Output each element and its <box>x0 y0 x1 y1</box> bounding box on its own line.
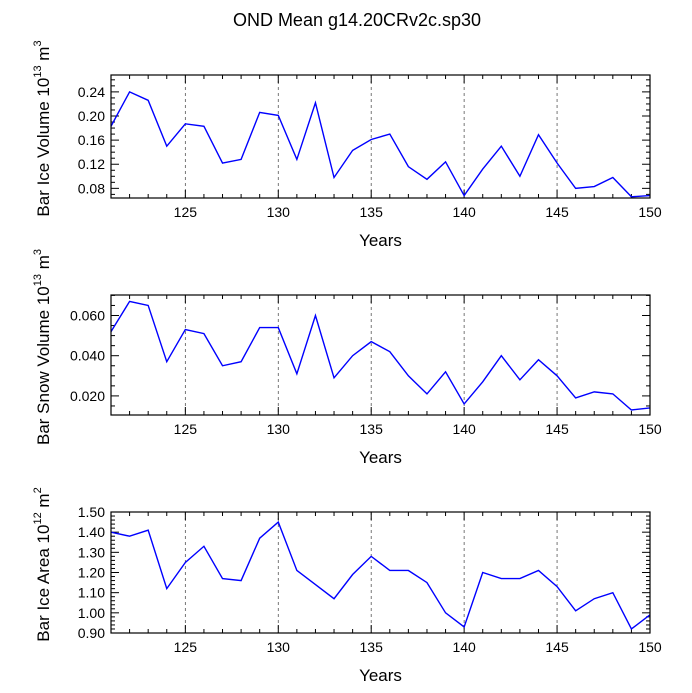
x-tick-label: 145 <box>545 204 569 220</box>
x-tick-label: 135 <box>360 639 384 655</box>
y-tick-label: 0.020 <box>70 388 105 404</box>
y-tick-label: 0.040 <box>70 348 105 364</box>
x-tick-label: 150 <box>638 421 662 437</box>
x-tick-label: 135 <box>360 421 384 437</box>
y-tick-label: 0.90 <box>78 625 105 641</box>
chart-panel-3: 125 130 135 140 145 150 0.90 1.00 1.10 1.20 1.30 1.… <box>32 487 662 685</box>
x-tick-label: 145 <box>545 421 569 437</box>
y-axis-label: Bar Ice Volume 1013 m3 <box>32 40 53 216</box>
y-axis-label: Bar Snow Volume 1013 m3 <box>32 249 53 445</box>
chart-panel-1: 125 130 135 140 145 150 0.08 0.12 0.16 0.20 0.24 Ye… <box>32 40 662 250</box>
x-tick-label: 130 <box>267 421 291 437</box>
x-tick-label: 125 <box>174 639 198 655</box>
y-tick-label: 0.060 <box>70 308 105 324</box>
x-axis-label: Years <box>359 666 402 685</box>
y-tick-label: 1.40 <box>78 524 105 540</box>
data-series-line <box>110 90 651 198</box>
y-tick-label: 0.20 <box>78 108 105 124</box>
y-tick-label: 0.16 <box>78 132 105 148</box>
plot-frame <box>110 294 651 416</box>
x-tick-label: 130 <box>267 204 291 220</box>
y-axis-label: Bar Ice Area 1012 m2 <box>32 487 53 641</box>
x-tick-label: 130 <box>267 639 291 655</box>
plot-frame <box>110 511 651 634</box>
x-axis-label: Years <box>359 448 402 467</box>
y-tick-label: 1.30 <box>78 544 105 560</box>
y-tick-label: 1.00 <box>78 605 105 621</box>
x-tick-label: 140 <box>452 204 476 220</box>
data-series-line <box>110 520 651 631</box>
x-tick-label: 145 <box>545 639 569 655</box>
chart-panels: 125 130 135 140 145 150 0.08 0.12 0.16 0.20 0.24 Ye… <box>32 40 662 685</box>
plot-frame <box>110 74 651 199</box>
x-tick-label: 135 <box>360 204 384 220</box>
x-tick-label: 140 <box>452 639 476 655</box>
y-tick-label: 1.20 <box>78 565 105 581</box>
y-tick-label: 0.24 <box>78 84 105 100</box>
x-axis-label: Years <box>359 231 402 250</box>
x-tick-label: 125 <box>174 421 198 437</box>
figure-title: OND Mean g14.20CRv2c.sp30 <box>233 10 481 30</box>
x-tick-label: 150 <box>638 639 662 655</box>
x-tick-label: 150 <box>638 204 662 220</box>
y-tick-label: 0.12 <box>78 156 105 172</box>
y-tick-label: 1.10 <box>78 585 105 601</box>
y-tick-label: 0.08 <box>78 180 105 196</box>
data-series-line <box>110 300 651 411</box>
x-tick-label: 140 <box>452 421 476 437</box>
y-tick-label: 1.50 <box>78 504 105 520</box>
chart-panel-2: 125 130 135 140 145 150 0.020 0.040 0.060 Years Ba… <box>32 249 662 467</box>
x-tick-label: 125 <box>174 204 198 220</box>
